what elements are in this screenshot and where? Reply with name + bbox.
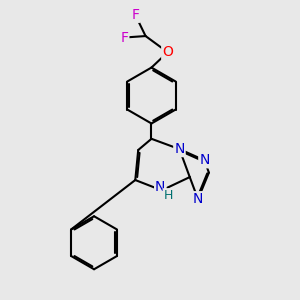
Text: N: N [193,192,203,206]
Text: H: H [164,189,173,202]
Text: F: F [131,8,139,22]
Text: N: N [174,142,184,156]
Text: N: N [155,180,166,194]
Text: N: N [199,153,210,167]
Text: O: O [162,45,173,59]
Text: F: F [120,31,128,44]
